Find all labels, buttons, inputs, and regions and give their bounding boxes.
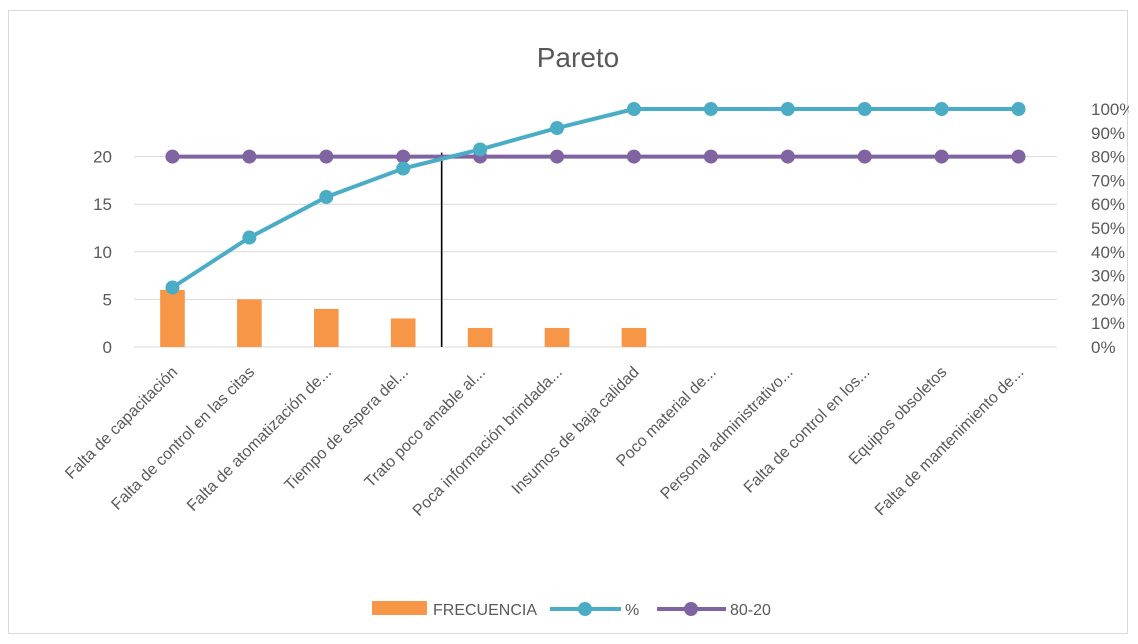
y-right-tick-label: 80% [1091, 148, 1125, 167]
y-right-tick-label: 30% [1091, 267, 1125, 286]
point [1011, 102, 1026, 116]
point [550, 121, 565, 136]
legend-swatch-marker [684, 602, 698, 616]
point [934, 149, 949, 164]
point [242, 230, 257, 245]
y-right-tick-label: 90% [1091, 124, 1125, 143]
point [1011, 149, 1026, 164]
chart-title: Pareto [537, 42, 620, 73]
point [165, 149, 180, 164]
point [473, 142, 488, 157]
bar [237, 299, 262, 347]
bar [160, 289, 185, 347]
legend-label: % [625, 602, 639, 619]
bar [390, 318, 416, 347]
y-axis-left: 0 5 10 15 20 [93, 148, 112, 357]
point [396, 161, 411, 176]
y-right-tick-label: 40% [1091, 243, 1125, 262]
point [626, 102, 641, 116]
x-category-label: Falta de control en las citas [108, 364, 258, 514]
legend-swatch-bar [372, 601, 427, 615]
line-series [165, 102, 1026, 295]
y-right-tick-label: 20% [1091, 290, 1125, 309]
y-left-tick-label: 5 [103, 290, 112, 309]
legend-label: 80-20 [730, 602, 771, 619]
point [857, 102, 872, 116]
y-axis-right: 0% 10% 20% 30% 40% 50% 60% 70% 80% 90% 100% [1091, 100, 1129, 357]
y-left-tick-label: 10 [93, 243, 112, 262]
point [550, 149, 565, 164]
bar [313, 308, 339, 347]
point [242, 149, 257, 164]
point [396, 149, 411, 164]
point [934, 102, 949, 116]
y-left-tick-label: 0 [103, 338, 112, 357]
y-right-tick-label: 0% [1091, 338, 1116, 357]
pareto-chart: Pareto 0 5 10 15 20 0% 10% 20% 30% 40% 50% 60% 70% 8… [62, 42, 1129, 619]
bar [621, 327, 647, 347]
point [703, 149, 718, 164]
x-category-label: Falta de control en los... [741, 364, 874, 497]
x-category-label: Poca información brindada... [410, 364, 566, 520]
bar [544, 327, 570, 347]
point [319, 149, 334, 164]
point [703, 102, 718, 116]
x-category-label: Tiempo de espera del... [282, 364, 412, 494]
x-category-label: Insumos de baja calidad [509, 364, 643, 498]
y-right-tick-label: 70% [1091, 171, 1125, 190]
y-left-tick-label: 15 [93, 195, 112, 214]
point [857, 149, 872, 164]
y-right-tick-label: 100% [1091, 100, 1129, 119]
point [165, 280, 180, 295]
point [780, 102, 795, 116]
legend-label: FRECUENCIA [433, 602, 537, 619]
point [319, 190, 334, 205]
legend: FRECUENCIA% 80-20 [372, 601, 771, 619]
chart-area: Pareto 0 5 10 15 20 0% 10% 20% 30% 40% 50% 60% 70% 8… [8, 10, 1129, 634]
y-left-tick-label: 20 [93, 148, 112, 167]
y-right-tick-label: 60% [1091, 195, 1125, 214]
x-category-label: Falta de mantenimiento de... [872, 364, 1027, 519]
legend-swatch-marker [578, 602, 592, 616]
bar [467, 327, 493, 347]
point [780, 149, 795, 164]
x-category-label: Falta de atomatización de... [184, 364, 335, 515]
point [626, 149, 641, 164]
y-right-tick-label: 10% [1091, 314, 1125, 333]
y-right-tick-label: 50% [1091, 219, 1125, 238]
x-category-label: Personal administrativo... [658, 364, 797, 503]
series-line [171, 107, 1019, 290]
bar-series [160, 289, 647, 347]
gridlines [134, 156, 1057, 348]
